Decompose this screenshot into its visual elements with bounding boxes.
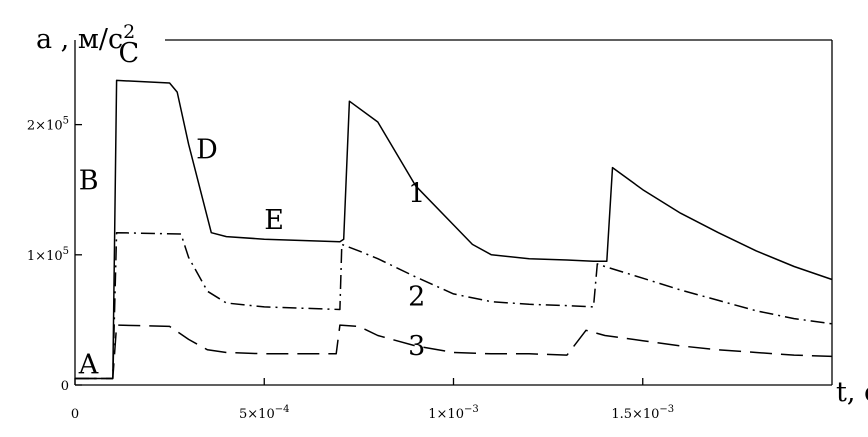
- ticks-layer: 0 5×10−4 1×10−3 1.5×10−3 0 1×105 2×105: [27, 116, 674, 422]
- series-layer: [75, 79, 833, 380]
- x-tick-label: 1.5×10−3: [611, 404, 674, 422]
- annotation-label: 1: [408, 179, 425, 210]
- series-line-3: [75, 324, 833, 380]
- annotation-label: B: [79, 166, 99, 197]
- annotation-label: C: [119, 38, 140, 69]
- annotation-label: D: [196, 134, 218, 165]
- series-line-2: [75, 231, 833, 380]
- series-line-1: [75, 79, 833, 380]
- annotation-label: 3: [408, 331, 425, 362]
- plot-frame: [74, 39, 833, 386]
- x-axis-title: t, c: [836, 377, 868, 408]
- annotation-layer: A B C D E 1 2 3: [78, 38, 425, 380]
- annotation-label: E: [264, 205, 284, 236]
- annotation-label: A: [78, 349, 99, 380]
- x-tick-label: 1×10−3: [428, 404, 478, 422]
- y-tick-label: 0: [61, 379, 69, 394]
- x-tick-label: 5×10−4: [239, 404, 289, 422]
- y-axis-title: a , м/с2: [36, 21, 135, 55]
- annotation-label: 2: [408, 282, 425, 313]
- axis-labels-layer: a , м/с2 t, c: [36, 21, 868, 408]
- y-tick-label: 1×105: [27, 246, 69, 264]
- y-tick-label: 2×105: [27, 116, 69, 134]
- x-tick-label: 0: [71, 407, 79, 422]
